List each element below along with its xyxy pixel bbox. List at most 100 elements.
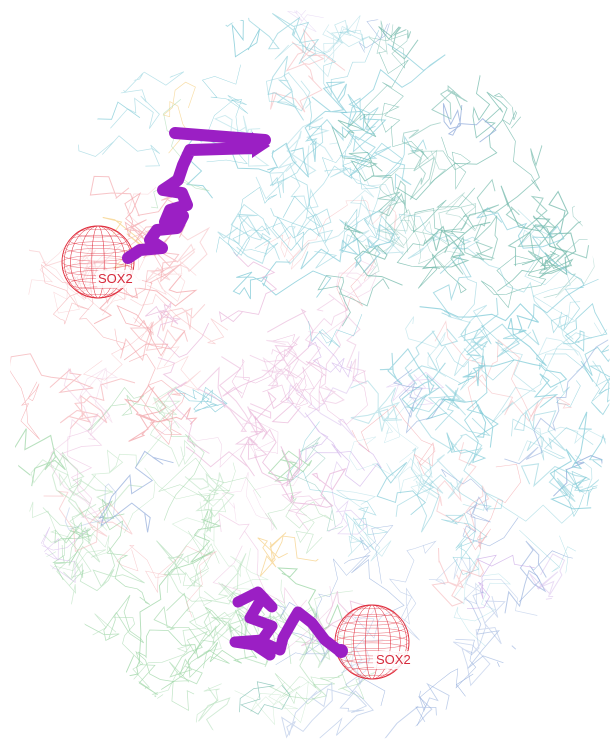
chromatin-fiber (287, 351, 360, 439)
chromatin-fiber (10, 526, 88, 583)
chromatin-fiber (467, 339, 572, 418)
chromatin-fiber (169, 630, 216, 712)
chromatin-fiber (272, 195, 320, 252)
chromatin-fiber (280, 446, 347, 508)
chromatin-fiber (441, 512, 488, 575)
chromatin-fiber (120, 321, 188, 362)
chromatin-fiber (239, 681, 291, 715)
chromatin-fiber (339, 208, 397, 253)
chromatin-fiber (307, 336, 353, 378)
chromatin-fiber (326, 19, 371, 48)
chromatin-fiber (511, 418, 594, 461)
chromatin-fiber (296, 165, 353, 269)
chromatin-fiber (130, 293, 229, 345)
chromatin-fiber (447, 304, 488, 377)
chromatin-fiber (500, 185, 577, 276)
chromatin-fiber (267, 336, 300, 387)
chromatin-fiber (343, 221, 403, 286)
chromatin-fiber (83, 317, 154, 381)
label-backdrop (96, 270, 142, 288)
chromatin-fiber (265, 71, 312, 112)
chromatin-fiber (234, 681, 309, 726)
chromatin-fiber (277, 117, 334, 176)
chromatin-fiber (50, 367, 111, 523)
chromatin-fiber (466, 554, 535, 610)
chromatin-fiber (201, 64, 249, 114)
highlighted-locus-upper[interactable] (122, 127, 271, 264)
chromatin-fiber (10, 236, 97, 293)
locus-end-node (334, 644, 348, 658)
chromatin-fiber (378, 398, 419, 463)
chromatin-fiber (123, 384, 198, 442)
chromatin-fiber (371, 174, 408, 217)
chromatin-fiber (59, 428, 103, 505)
chromatin-fiber (255, 163, 319, 245)
chromatin-fiber (30, 459, 97, 497)
chromatin-fiber (221, 456, 300, 532)
chromatin-fiber (171, 501, 269, 590)
chromatin-fiber (450, 178, 499, 275)
chromatin-fiber (422, 454, 464, 499)
chromatin-fiber (222, 308, 314, 397)
chromatin-fiber (412, 187, 476, 246)
chromatin-fiber (280, 614, 352, 699)
chromatin-fiber (149, 386, 196, 468)
chromatin-fiber (520, 463, 588, 503)
chromatin-fiber (123, 510, 221, 678)
chromatin-fiber (428, 556, 538, 616)
chromatin-fiber (452, 591, 506, 687)
chromatin-fiber (232, 222, 290, 257)
chromatin-fiber (317, 274, 390, 327)
chromatin-fiber (497, 225, 574, 292)
chromatin-fiber (529, 553, 566, 600)
highlighted-locus-lower[interactable] (229, 586, 348, 661)
chromatin-fiber (404, 328, 459, 385)
chromatin-fiber (378, 149, 477, 236)
chromatin-fiber (304, 412, 382, 487)
chromatin-fiber (480, 250, 560, 309)
label-backdrop (373, 651, 419, 669)
chromatin-fiber (592, 360, 610, 409)
chromatin-fiber (78, 367, 119, 424)
chromatin-fiber (308, 314, 363, 348)
chromatin-fiber (123, 192, 186, 256)
chromatin-fiber (274, 671, 377, 705)
chromatin-fiber (476, 207, 585, 329)
chromatin-fiber (274, 25, 366, 60)
chromatin-fiber (319, 639, 384, 739)
chromatin-fiber (153, 592, 203, 685)
chromatin-fiber (262, 358, 327, 412)
chromatin-fiber (549, 411, 592, 510)
chromatin-fiber (563, 302, 608, 352)
locus-arrow-tip (252, 132, 270, 158)
chromatin-fiber (550, 241, 610, 334)
chromatin-fiber (227, 203, 280, 260)
marker-label-lower: SOX2 (376, 652, 411, 667)
marker-label-upper: SOX2 (98, 271, 133, 286)
chromatin-fiber (69, 546, 145, 592)
chromatin-fiber (565, 447, 610, 492)
chromatin-fiber (137, 609, 258, 664)
chromatin-fiber (442, 103, 497, 143)
chromatin-fiber (116, 304, 169, 361)
chromatin-fiber (407, 229, 574, 340)
chromatin-fiber (64, 483, 129, 531)
chromatin-fiber (307, 15, 361, 78)
chromatin-fiber (404, 384, 483, 467)
chromatin-fiber (184, 472, 235, 518)
chromatin-fiber (300, 223, 395, 273)
chromatin-fiber (347, 521, 375, 557)
chromatin-fiber (264, 497, 333, 554)
chromatin-fiber (10, 428, 66, 487)
chromatin-fiber (53, 448, 108, 537)
chromatin-fiber (339, 43, 446, 133)
chromatin-fiber (59, 378, 136, 430)
chromatin-fiber (393, 369, 446, 434)
chromatin-fiber (10, 360, 40, 440)
chromatin-fiber (435, 345, 473, 391)
chromatin-fiber (89, 175, 184, 217)
chromatin-fiber (231, 334, 298, 399)
chromatin-fiber (135, 606, 230, 696)
chromatin-fiber (504, 312, 610, 465)
